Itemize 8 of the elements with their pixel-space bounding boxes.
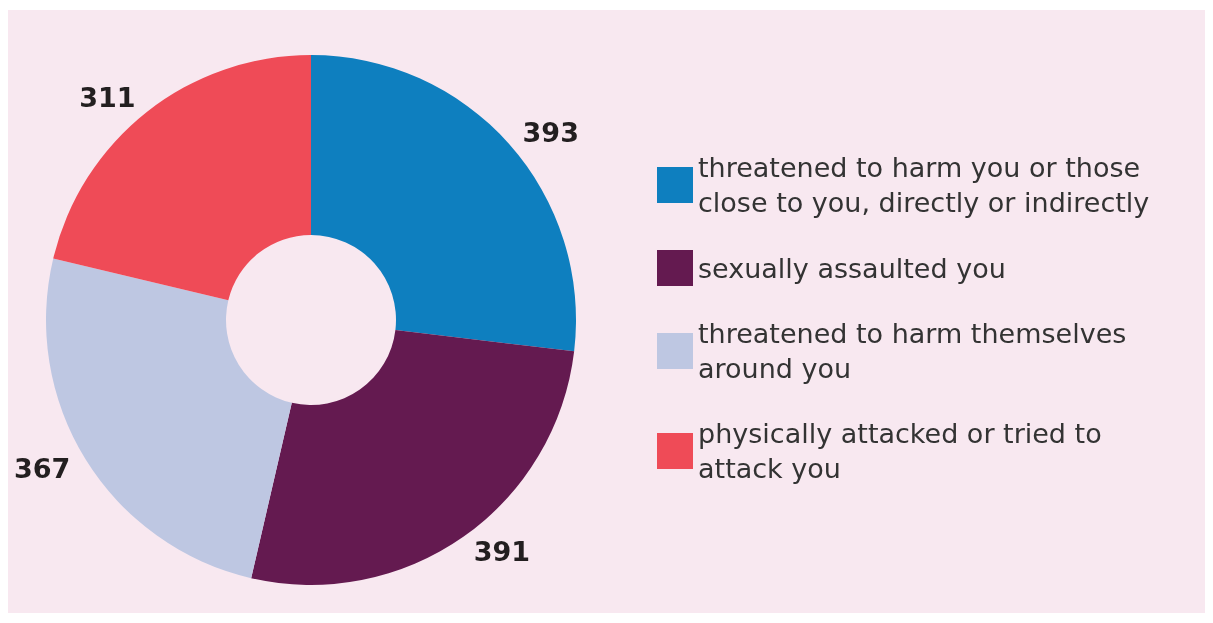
legend-label: threatened to harm you or those close to you, directly or indirectly xyxy=(698,152,1150,218)
legend-label: threatened to harm themselves around you xyxy=(698,318,1135,384)
data-label: 311 xyxy=(79,82,136,114)
data-label: 391 xyxy=(473,536,531,568)
legend-label: physically attacked or tried to attack you xyxy=(698,418,1111,484)
data-label: 393 xyxy=(522,116,579,148)
data-label: 367 xyxy=(14,453,71,485)
legend-label: sexually assaulted you xyxy=(698,252,1006,284)
